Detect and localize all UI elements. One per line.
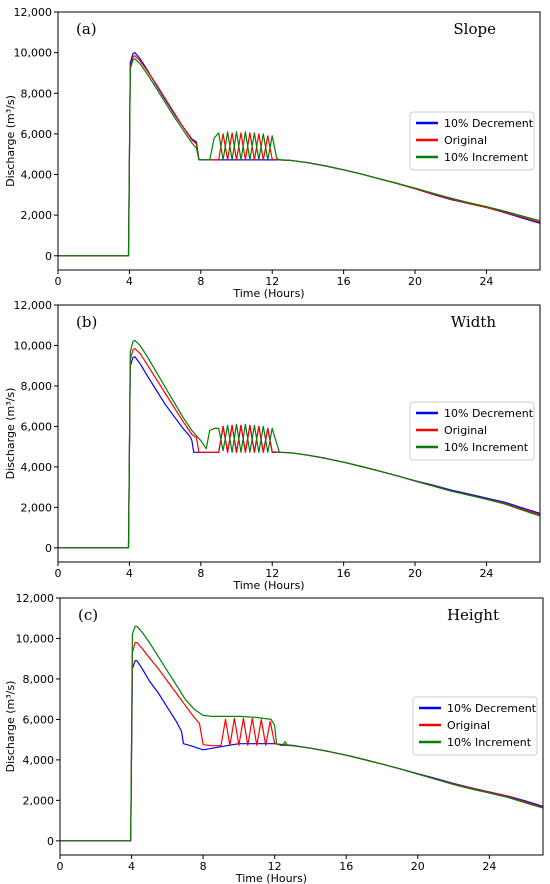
x-tick-label: 8: [197, 567, 204, 580]
y-axis-label: Discharge (m³/s): [4, 388, 17, 480]
x-tick-label: 24: [479, 567, 493, 580]
x-tick-label: 0: [55, 275, 62, 288]
y-tick-label: 2,000: [21, 209, 53, 222]
series-line-10-increment: [58, 58, 540, 257]
y-tick-label: 0: [45, 542, 52, 555]
y-tick-label: 12,000: [14, 299, 53, 312]
y-tick-label: 2,000: [23, 794, 55, 807]
y-tick-label: 10,000: [16, 632, 55, 645]
x-tick-label: 16: [337, 275, 351, 288]
y-tick-label: 4,000: [21, 169, 53, 182]
panel-title: Height: [447, 606, 499, 624]
panel-label: (b): [76, 313, 97, 331]
panel-label: (a): [76, 20, 97, 38]
series-lines: [58, 52, 540, 257]
x-tick-label: 20: [408, 275, 422, 288]
chart-panel-2: 0 4 8 12 16 20 24 0 2,000 4,000 6,000 8,000 10,000 12…: [4, 299, 541, 592]
y-tick-label: 10,000: [14, 339, 53, 352]
y-tick-label: 12,000: [16, 592, 55, 605]
y-tick-label: 0: [45, 250, 52, 263]
series-line-10-increment: [58, 339, 540, 549]
legend-entry: Original: [447, 719, 490, 732]
legend-entry: 10% Increment: [444, 441, 529, 454]
x-tick-label: 12: [265, 567, 279, 580]
y-tick-label: 6,000: [23, 713, 55, 726]
series-lines: [60, 625, 543, 842]
x-tick-label: 12: [265, 275, 279, 288]
legend-box: [409, 401, 535, 461]
legend-entry: Original: [444, 424, 487, 437]
y-tick-label: 8,000: [23, 673, 55, 686]
y-tick-label: 12,000: [14, 6, 53, 19]
x-tick-label: 4: [128, 860, 135, 873]
chart-panel-3: 0 4 8 12 16 20 24 0 2,000 4,000 6,000 8,000 10,000 12…: [4, 592, 544, 884]
x-axis-label: Time (Hours): [235, 872, 307, 884]
x-tick-label: 8: [200, 860, 207, 873]
legend-entry: 10% Increment: [444, 151, 529, 164]
panel-title: Width: [451, 313, 497, 331]
y-tick-label: 8,000: [21, 87, 53, 100]
x-tick-label: 4: [126, 567, 133, 580]
axes-frame: [57, 11, 541, 271]
legend-box: [409, 111, 535, 171]
x-tick-label: 8: [197, 275, 204, 288]
y-axis-label: Discharge (m³/s): [4, 95, 17, 187]
y-tick-label: 2,000: [21, 501, 53, 514]
x-tick-label: 16: [339, 860, 353, 873]
x-tick-label: 0: [57, 860, 64, 873]
legend-entry: 10% Increment: [447, 736, 532, 749]
series-line-10-increment: [60, 625, 543, 842]
panel-title: Slope: [453, 20, 496, 38]
legend-box: [412, 696, 538, 756]
y-tick-label: 10,000: [14, 47, 53, 60]
y-axis-label: Discharge (m³/s): [4, 681, 17, 773]
x-tick-label: 0: [55, 567, 62, 580]
x-axis-label: Time (Hours): [232, 579, 304, 592]
axes-frame: [57, 304, 541, 563]
chart-panel-1: 0 4 8 12 16 20 24 0 2,000 4,000 6,000 8,000 10,000 12…: [4, 6, 541, 300]
legend-entry: 10% Decrement: [447, 702, 537, 715]
x-tick-label: 20: [408, 567, 422, 580]
y-tick-label: 0: [47, 835, 54, 848]
y-tick-label: 4,000: [23, 754, 55, 767]
axes-frame: [59, 597, 544, 856]
x-tick-label: 24: [482, 860, 496, 873]
x-tick-label: 12: [268, 860, 282, 873]
series-lines: [58, 339, 540, 549]
legend-entry: Original: [444, 134, 487, 147]
x-tick-label: 16: [337, 567, 351, 580]
y-tick-label: 6,000: [21, 128, 53, 141]
x-tick-label: 24: [479, 275, 493, 288]
legend-entry: 10% Decrement: [444, 117, 534, 130]
legend: 10% Decrement Original 10% Increment: [409, 401, 535, 461]
x-axis-label: Time (Hours): [232, 287, 304, 300]
y-tick-label: 8,000: [21, 380, 53, 393]
legend-entry: 10% Decrement: [444, 407, 534, 420]
legend: 10% Decrement Original 10% Increment: [409, 111, 535, 171]
panel-label: (c): [78, 606, 98, 624]
legend: 10% Decrement Original 10% Increment: [412, 696, 538, 756]
x-tick-label: 4: [126, 275, 133, 288]
y-tick-label: 4,000: [21, 461, 53, 474]
x-tick-label: 20: [411, 860, 425, 873]
y-tick-label: 6,000: [21, 420, 53, 433]
